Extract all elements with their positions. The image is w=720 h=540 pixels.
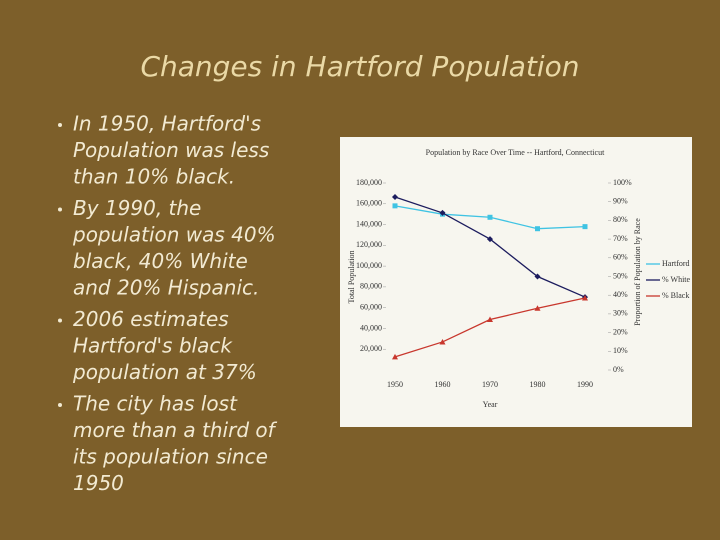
y2-tick-label: 60% <box>613 253 628 262</box>
bullet-text: By 1990, the <box>73 196 201 220</box>
bullet-text: The city has lost <box>73 392 238 416</box>
marker <box>392 194 398 201</box>
x-tick-label: 1990 <box>577 380 593 389</box>
y-tick-label: 60,000 <box>360 302 382 311</box>
marker <box>582 295 588 301</box>
y2-tick-label: 30% <box>613 309 628 318</box>
y2-tick-label: 20% <box>613 327 628 336</box>
bullet-dot <box>58 207 62 212</box>
legend-label: Hartford <box>662 259 690 268</box>
y2-tick-label: 40% <box>613 290 628 299</box>
bullet-text: than 10% black. <box>73 165 235 189</box>
bullet-dot <box>58 123 62 127</box>
marker <box>487 236 493 243</box>
marker <box>392 203 398 209</box>
x-tick-label: 1950 <box>387 380 403 389</box>
y-tick-label: 100,000 <box>356 261 382 270</box>
bullet-text: black, 40% White <box>73 249 248 273</box>
bullet-text: 2006 estimates <box>73 307 229 331</box>
bullet-text: its population since <box>73 445 268 469</box>
y2-tick-label: 70% <box>613 234 628 243</box>
x-tick-label: 1980 <box>530 380 546 389</box>
chart-title: Population by Race Over Time -- Hartford… <box>426 148 605 157</box>
bullet-text: Hartford's black <box>73 334 233 358</box>
chart-background <box>340 137 692 427</box>
marker <box>534 273 541 280</box>
y2-tick-label: 0% <box>613 365 624 374</box>
x-tick-label: 1960 <box>435 380 451 389</box>
marker <box>535 226 540 232</box>
bullet-dot <box>58 318 62 323</box>
chart: Population by Race Over Time -- Hartford… <box>340 137 692 427</box>
marker <box>582 224 588 230</box>
x-tick-label: 1970 <box>482 380 498 389</box>
bullet-text: population at 37% <box>72 360 257 384</box>
marker <box>487 214 493 220</box>
y-tick-label: 180,000 <box>356 178 382 187</box>
y-tick-label: 160,000 <box>356 199 382 208</box>
bullet-text: more than a third of <box>73 418 278 442</box>
bullet-text: 1950 <box>73 471 124 495</box>
y2-axis-title: Proportion of Population by Race <box>633 218 642 326</box>
legend-label: % White <box>662 275 691 284</box>
y-tick-label: 120,000 <box>356 240 382 249</box>
bullet-text: population was 40% <box>72 223 276 247</box>
marker <box>439 338 446 345</box>
y-tick-label: 140,000 <box>356 219 382 228</box>
bullet-text: Population was less <box>73 138 269 162</box>
y2-tick-label: 90% <box>613 197 628 206</box>
x-axis-title: Year <box>483 400 498 409</box>
y2-tick-label: 50% <box>613 271 628 280</box>
bullet-dot <box>58 403 62 407</box>
y-axis-title: Total Population <box>347 251 356 304</box>
bullet-text: In 1950, Hartford's <box>73 112 261 136</box>
bullet-text: and 20% Hispanic. <box>73 276 259 300</box>
y2-tick-label: 100% <box>613 178 632 187</box>
y-tick-label: 20,000 <box>360 344 382 353</box>
y2-tick-label: 10% <box>613 346 628 355</box>
marker <box>439 209 446 216</box>
slide-title: Changes in Hartford Population <box>140 50 579 83</box>
y-tick-label: 40,000 <box>360 323 382 332</box>
marker <box>487 316 493 323</box>
y2-tick-label: 80% <box>613 215 628 224</box>
marker <box>534 305 541 311</box>
y-tick-label: 80,000 <box>360 282 382 291</box>
legend-label: % Black <box>662 291 689 300</box>
marker <box>392 353 398 360</box>
